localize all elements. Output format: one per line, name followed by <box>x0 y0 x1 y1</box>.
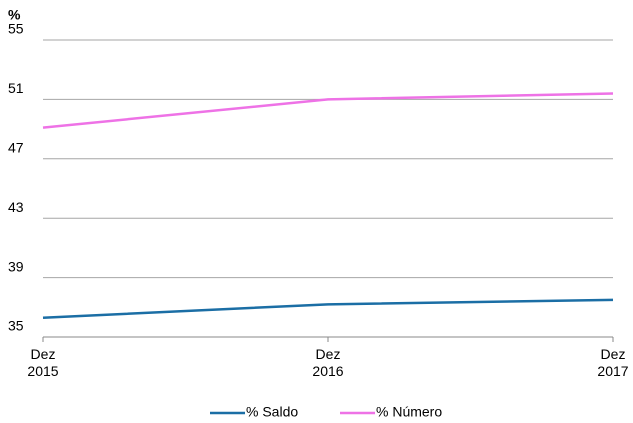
series-line <box>42 298 614 319</box>
x-tick-label: Dez 2016 <box>312 346 344 379</box>
y-tick-label: 35 <box>8 318 24 334</box>
y-unit-label: % <box>8 7 21 23</box>
y-tick-label: 43 <box>8 199 24 215</box>
legend-label: % Saldo <box>246 404 298 420</box>
y-tick-label: 47 <box>8 140 24 156</box>
legend-label: % Número <box>376 404 442 420</box>
y-tick-label: 55 <box>8 21 24 37</box>
series-line <box>42 92 614 129</box>
y-tick-label: 39 <box>8 258 24 274</box>
y-tick-label: 51 <box>8 80 24 96</box>
x-tick-label: Dez 2015 <box>27 346 59 379</box>
x-tick-label: Dez 2017 <box>597 346 629 379</box>
